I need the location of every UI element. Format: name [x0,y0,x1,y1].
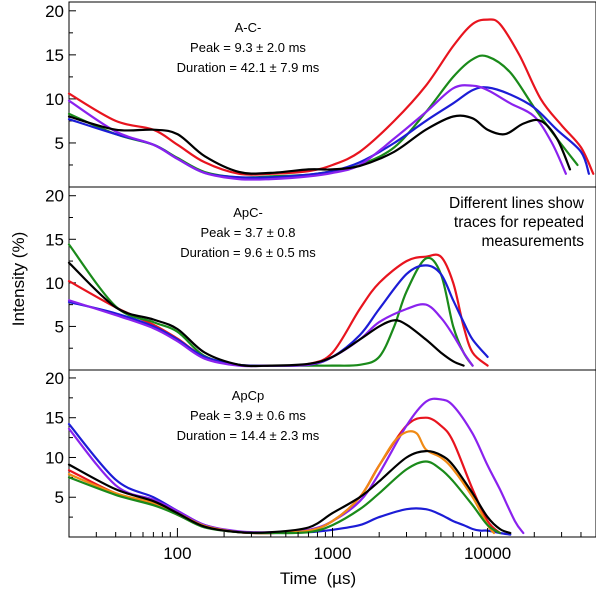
note-line-3: measurements [481,233,584,250]
series-line-green [67,54,579,179]
note-line-1: Different lines show [449,195,585,212]
x-tick-label: 1000 [314,544,352,563]
y-tick-label: 5 [55,488,64,507]
panel-title: A-C- [235,20,262,35]
y-tick-label: 20 [45,187,64,206]
panel-1: 5 10 15 20 A-C- Peak = 9.3 ± 2.0 ms Duration =… [45,1,596,188]
y-tick-label: 10 [45,448,64,467]
y-tick-label: 10 [45,274,64,293]
series-line-black [67,449,512,535]
x-tick-label: 100 [163,544,191,563]
x-axis-title: Time (µs) [280,569,356,588]
y-tick-label: 20 [45,369,64,388]
series-line-green [67,243,474,367]
series-line-orange [67,430,496,535]
y-axis-title: Intensity (%) [9,232,28,326]
series-line-blue [67,264,489,367]
panel-frame [68,1,596,188]
panel-2: 5 10 15 20 ApC- Peak = 3.7 ± 0.8 Duration = 9.… [45,186,596,371]
duration-annotation: Duration = 9.6 ± 0.5 ms [180,245,316,260]
peak-annotation: Peak = 3.7 ± 0.8 [201,225,296,240]
series-line-purple [67,299,474,368]
y-tick-label: 15 [45,46,64,65]
panel-title: ApC- [233,205,263,220]
note: Different lines show traces for repeated… [449,195,585,250]
x-axis: 100 1000 10000 [68,528,596,563]
note-line-2: traces for repeated [454,214,584,231]
y-tick-label: 20 [45,2,64,21]
series-line-black [67,261,465,368]
duration-annotation: Duration = 14.4 ± 2.3 ms [177,428,320,443]
series-line-black [67,114,572,175]
panels-layer: 5 10 15 20 A-C- Peak = 9.3 ± 2.0 ms Duration =… [45,1,596,538]
series-line-red [67,18,595,176]
series-line-red [67,253,489,367]
panel-3: 5 10 15 20 ApCp Peak = 3.9 ± 0.6 ms Duration =… [45,369,596,538]
x-tick-label: 10000 [464,544,511,563]
panel-title: ApCp [232,388,265,403]
y-tick-label: 5 [55,134,64,153]
y-tick-label: 10 [45,90,64,109]
series-line-green [67,460,501,535]
duration-annotation: Duration = 42.1 ± 7.9 ms [177,60,320,75]
y-tick-label: 15 [45,409,64,428]
y-tick-label: 5 [55,317,64,336]
peak-annotation: Peak = 9.3 ± 2.0 ms [190,40,306,55]
peak-annotation: Peak = 3.9 ± 0.6 ms [190,408,306,423]
y-tick-label: 15 [45,230,64,249]
